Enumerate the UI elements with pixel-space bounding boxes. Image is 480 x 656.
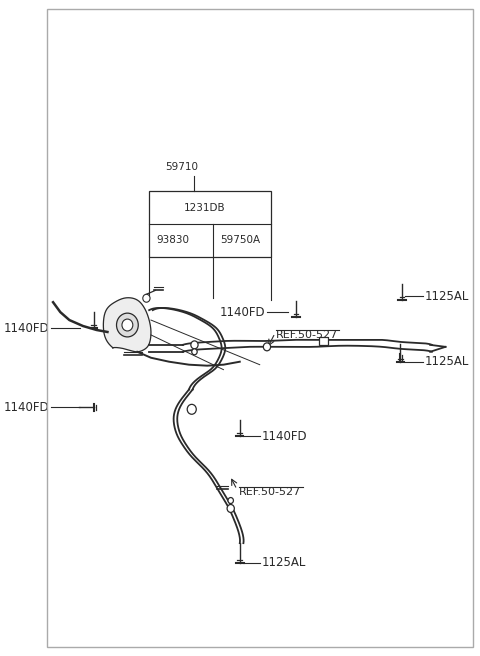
Polygon shape — [103, 298, 151, 352]
Bar — [319, 337, 328, 345]
Text: REF.50-527: REF.50-527 — [239, 487, 301, 497]
Circle shape — [191, 341, 198, 349]
Circle shape — [143, 295, 150, 302]
Bar — [47, 9, 473, 647]
Circle shape — [264, 343, 271, 351]
Text: 59710: 59710 — [166, 163, 198, 173]
Text: 1140FD: 1140FD — [4, 321, 49, 335]
Text: 1140FD: 1140FD — [4, 401, 49, 414]
Circle shape — [187, 404, 196, 414]
Text: 59750A: 59750A — [220, 236, 260, 245]
Circle shape — [117, 313, 138, 337]
Text: 1125AL: 1125AL — [425, 290, 469, 303]
Circle shape — [228, 497, 233, 504]
Circle shape — [122, 319, 133, 331]
Text: 1231DB: 1231DB — [183, 203, 225, 213]
Text: 1140FD: 1140FD — [219, 306, 265, 319]
Text: 1125AL: 1125AL — [425, 355, 469, 368]
Text: 1140FD: 1140FD — [262, 430, 307, 443]
Text: REF.50-527: REF.50-527 — [276, 330, 338, 340]
Text: 1125AL: 1125AL — [262, 556, 306, 569]
Circle shape — [192, 349, 197, 355]
Text: 93830: 93830 — [156, 236, 190, 245]
Circle shape — [227, 504, 234, 512]
Bar — [149, 191, 272, 256]
